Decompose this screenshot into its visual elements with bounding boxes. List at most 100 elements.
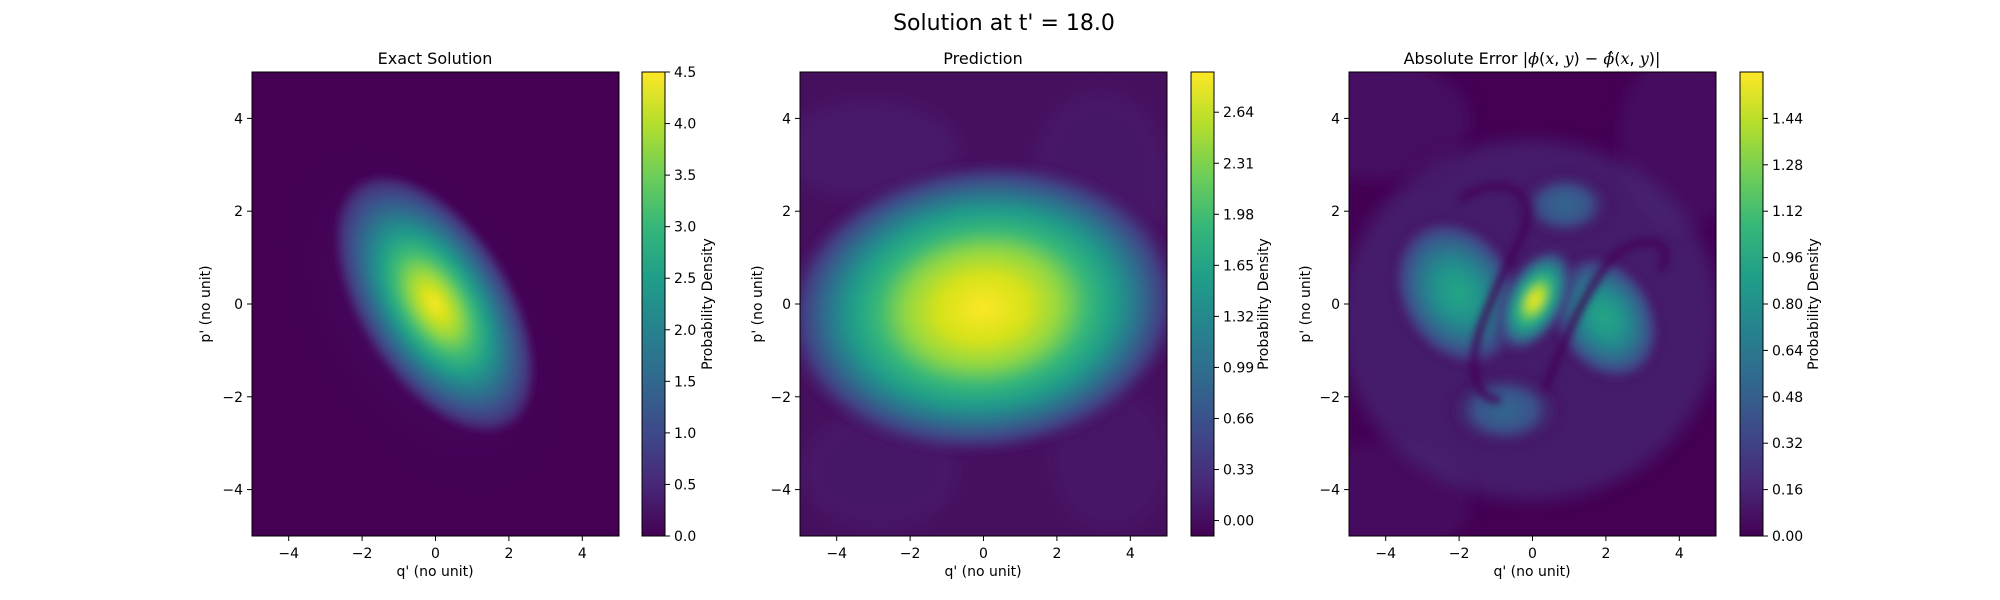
colorbar-tick-label: 0.80 bbox=[1772, 297, 1803, 313]
colorbar-tick-label: 2.31 bbox=[1223, 156, 1254, 172]
colorbar-tick-label: 0.99 bbox=[1223, 360, 1254, 376]
colorbar-prediction bbox=[1190, 71, 1215, 537]
x-tick-label: 0 bbox=[431, 546, 440, 562]
colorbar-tick-label: 2.64 bbox=[1223, 105, 1254, 121]
colorbar-tick-label: 0.64 bbox=[1772, 343, 1803, 359]
colorbar-error bbox=[1739, 71, 1764, 537]
y-tick-label: −2 bbox=[222, 390, 243, 406]
x-tick-label: 4 bbox=[1126, 546, 1135, 562]
heatmap-exact bbox=[252, 72, 619, 536]
panel-absolute-error: Absolute Error |ϕ(x, y) − ϕ̂(x, y)| −4 −2… bbox=[1298, 49, 1822, 580]
colorbar-tick-label: 1.98 bbox=[1223, 207, 1254, 223]
colorbar-tick-label: 0.48 bbox=[1772, 390, 1803, 406]
error-title-part: ( bbox=[1614, 49, 1620, 68]
x-tick-label: −4 bbox=[278, 546, 299, 562]
colorbar-tick-label: 1.12 bbox=[1772, 204, 1803, 220]
x-tick-label: 2 bbox=[1052, 546, 1061, 562]
y-tick-label: −4 bbox=[222, 483, 243, 499]
error-title-part: x bbox=[1621, 49, 1630, 68]
colorbar-exact bbox=[641, 71, 666, 537]
colorbar-ticks-prediction: 0.00 0.33 0.66 0.99 1.32 1.65 1.98 2.31 2.64 bbox=[1214, 105, 1254, 530]
colorbar-tick-label: 0.66 bbox=[1223, 411, 1254, 427]
heatmap-prediction bbox=[800, 72, 1167, 536]
y-tick-label: 4 bbox=[234, 111, 243, 127]
colorbar-tick-label: 0.16 bbox=[1772, 483, 1803, 499]
x-tick-label: −2 bbox=[352, 546, 373, 562]
error-title-part: x bbox=[1545, 49, 1554, 68]
error-title-part: ϕ̂ bbox=[1603, 49, 1614, 68]
x-ticks-prediction: −4 −2 0 2 4 bbox=[826, 536, 1135, 562]
x-tick-label: 2 bbox=[504, 546, 513, 562]
colorbar-label-error: Probability Density bbox=[1806, 238, 1822, 370]
y-tick-label: 2 bbox=[782, 204, 791, 220]
y-ticks-exact: −4 −2 0 2 4 bbox=[222, 111, 252, 499]
colorbar-tick-label: 1.28 bbox=[1772, 158, 1803, 174]
y-ticks-prediction: −4 −2 0 2 4 bbox=[770, 111, 800, 499]
error-title-part: )| bbox=[1649, 49, 1661, 68]
colorbar-tick-label: 4.0 bbox=[674, 117, 696, 133]
y-tick-label: 4 bbox=[782, 111, 791, 127]
x-tick-label: 2 bbox=[1601, 546, 1610, 562]
x-tick-label: 0 bbox=[979, 546, 988, 562]
error-title-part: ( bbox=[1539, 49, 1545, 68]
y-tick-label: 0 bbox=[234, 297, 243, 313]
colorbar-label-exact: Probability Density bbox=[700, 238, 716, 370]
y-label-error: p' (no unit) bbox=[1298, 265, 1314, 342]
colorbar-tick-label: 4.5 bbox=[674, 65, 696, 81]
x-label-exact: q' (no unit) bbox=[396, 564, 473, 580]
y-label-exact: p' (no unit) bbox=[198, 265, 214, 342]
y-tick-label: 2 bbox=[1331, 204, 1340, 220]
x-tick-label: 4 bbox=[578, 546, 587, 562]
x-tick-label: 4 bbox=[1675, 546, 1684, 562]
colorbar-tick-label: 1.44 bbox=[1772, 111, 1803, 127]
panel-prediction-title: Prediction bbox=[943, 49, 1022, 68]
colorbar-tick-label: 1.0 bbox=[674, 426, 696, 442]
x-tick-label: −4 bbox=[826, 546, 847, 562]
x-tick-label: 0 bbox=[1528, 546, 1537, 562]
x-ticks-error: −4 −2 0 2 4 bbox=[1375, 536, 1684, 562]
error-title-part: ϕ bbox=[1528, 49, 1539, 68]
colorbar-tick-label: 1.32 bbox=[1223, 309, 1254, 325]
colorbar-tick-label: 2.5 bbox=[674, 271, 696, 287]
colorbar-label-prediction: Probability Density bbox=[1256, 238, 1272, 370]
error-title-part: y bbox=[1639, 49, 1650, 68]
y-tick-label: −4 bbox=[1319, 483, 1340, 499]
error-title-part: , bbox=[1554, 49, 1564, 68]
x-label-prediction: q' (no unit) bbox=[944, 564, 1021, 580]
colorbar-ticks-exact: 0.0 0.5 1.0 1.5 2.0 2.5 3.0 3.5 4.0 4.5 bbox=[665, 65, 696, 545]
x-label-error: q' (no unit) bbox=[1493, 564, 1570, 580]
y-tick-label: −2 bbox=[1319, 390, 1340, 406]
figure-suptitle: Solution at t' = 18.0 bbox=[893, 11, 1115, 36]
x-ticks-exact: −4 −2 0 2 4 bbox=[278, 536, 587, 562]
colorbar-tick-label: 0.0 bbox=[674, 529, 696, 545]
colorbar-tick-label: 2.0 bbox=[674, 323, 696, 339]
y-tick-label: 0 bbox=[782, 297, 791, 313]
y-tick-label: 4 bbox=[1331, 111, 1340, 127]
x-tick-label: −2 bbox=[1449, 546, 1470, 562]
y-label-prediction: p' (no unit) bbox=[750, 265, 766, 342]
x-tick-label: −2 bbox=[900, 546, 921, 562]
y-tick-label: −2 bbox=[770, 390, 791, 406]
error-title-part: Absolute Error | bbox=[1404, 49, 1529, 68]
colorbar-tick-label: 0.00 bbox=[1772, 529, 1803, 545]
colorbar-tick-label: 1.65 bbox=[1223, 258, 1254, 274]
y-tick-label: 2 bbox=[234, 204, 243, 220]
colorbar-tick-label: 0.96 bbox=[1772, 251, 1803, 267]
colorbar-tick-label: 3.5 bbox=[674, 168, 696, 184]
colorbar-ticks-error: 0.00 0.16 0.32 0.48 0.64 0.80 0.96 1.12 1.28 1.44 bbox=[1763, 111, 1803, 545]
heatmap-error bbox=[1349, 72, 1716, 536]
error-title-part: ) − bbox=[1574, 49, 1604, 68]
colorbar-tick-label: 1.5 bbox=[674, 374, 696, 390]
y-tick-label: 0 bbox=[1331, 297, 1340, 313]
y-ticks-error: −4 −2 0 2 4 bbox=[1319, 111, 1349, 499]
colorbar-tick-label: 0.5 bbox=[674, 477, 696, 493]
panel-exact-solution: Exact Solution −4 −2 0 2 4 −4 −2 0 2 4 q' (no un… bbox=[198, 49, 716, 580]
colorbar-tick-label: 0.32 bbox=[1772, 436, 1803, 452]
x-tick-label: −4 bbox=[1375, 546, 1396, 562]
error-title-part: y bbox=[1563, 49, 1574, 68]
panel-exact-title: Exact Solution bbox=[378, 49, 493, 68]
panel-error-title: Absolute Error |ϕ(x, y) − ϕ̂(x, y)| bbox=[1404, 49, 1661, 68]
y-tick-label: −4 bbox=[770, 483, 791, 499]
